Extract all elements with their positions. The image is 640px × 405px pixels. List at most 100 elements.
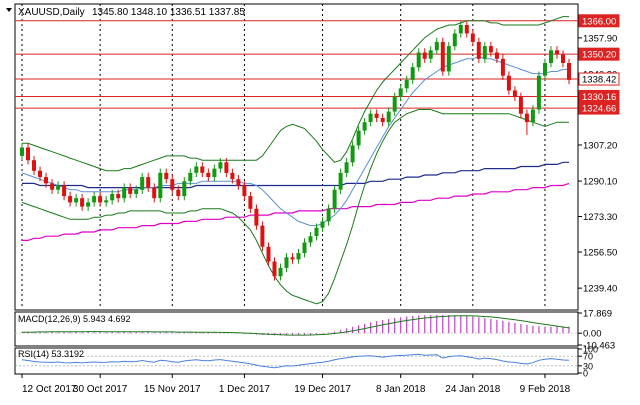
candle-body[interactable] (567, 63, 571, 80)
candle-body[interactable] (254, 208, 259, 226)
candle[interactable] (320, 217, 325, 232)
candle-body[interactable] (272, 261, 277, 277)
candle[interactable] (374, 109, 379, 123)
candle[interactable] (158, 168, 163, 203)
candle[interactable] (188, 168, 193, 186)
candle-body[interactable] (74, 198, 79, 203)
candle-body[interactable] (380, 117, 385, 123)
candle-body[interactable] (314, 227, 319, 237)
candle-body[interactable] (68, 196, 73, 203)
candle-body[interactable] (488, 46, 493, 53)
candle[interactable] (284, 253, 289, 273)
candle[interactable] (344, 158, 349, 178)
candle[interactable] (164, 168, 169, 184)
candle[interactable] (104, 196, 109, 207)
candle[interactable] (230, 168, 235, 184)
candle[interactable] (500, 54, 505, 80)
candle-body[interactable] (374, 113, 379, 118)
candle[interactable] (404, 75, 409, 93)
candle[interactable] (362, 117, 367, 135)
candle-body[interactable] (122, 187, 127, 199)
candle-body[interactable] (44, 177, 48, 184)
candle[interactable] (356, 126, 361, 150)
candle-body[interactable] (464, 25, 469, 34)
candle[interactable] (92, 191, 97, 207)
candle-body[interactable] (386, 111, 391, 123)
candle[interactable] (62, 181, 67, 201)
candle[interactable] (368, 109, 373, 127)
candle-body[interactable] (38, 170, 42, 177)
candle-body[interactable] (332, 189, 337, 209)
candle-body[interactable] (158, 172, 163, 199)
candle-body[interactable] (284, 257, 289, 268)
candle[interactable] (428, 46, 433, 64)
candle[interactable] (549, 46, 553, 68)
candle[interactable] (86, 198, 91, 211)
candle-body[interactable] (218, 162, 223, 169)
candle[interactable] (32, 155, 36, 175)
candle[interactable] (44, 172, 48, 188)
candle-body[interactable] (188, 172, 193, 182)
candle-body[interactable] (549, 50, 553, 63)
candle-body[interactable] (236, 179, 241, 186)
candle-body[interactable] (242, 185, 247, 197)
candle-body[interactable] (440, 41, 445, 72)
candle-body[interactable] (543, 63, 547, 76)
candle[interactable] (561, 50, 565, 68)
candle[interactable] (272, 257, 277, 281)
candle[interactable] (302, 238, 307, 258)
candle[interactable] (152, 183, 157, 203)
candle-body[interactable] (62, 185, 67, 197)
candle-body[interactable] (146, 177, 151, 188)
candle-body[interactable] (512, 90, 517, 97)
candle[interactable] (266, 242, 271, 266)
candle[interactable] (488, 41, 493, 57)
candle-body[interactable] (86, 202, 91, 207)
candle-body[interactable] (500, 58, 505, 76)
candle-body[interactable] (200, 166, 205, 173)
candle[interactable] (392, 92, 397, 116)
candle-body[interactable] (290, 257, 295, 260)
candle[interactable] (242, 181, 247, 201)
candle[interactable] (512, 86, 517, 102)
candle[interactable] (206, 168, 211, 182)
candle-body[interactable] (230, 172, 235, 180)
candle-body[interactable] (104, 200, 109, 203)
candle[interactable] (524, 109, 529, 135)
candle-body[interactable] (470, 33, 475, 42)
candle[interactable] (56, 181, 61, 194)
candle-body[interactable] (266, 246, 271, 262)
candle-body[interactable] (446, 46, 451, 72)
candle[interactable] (410, 63, 415, 85)
candle-body[interactable] (482, 46, 487, 59)
candle-body[interactable] (152, 187, 157, 199)
candle-body[interactable] (164, 172, 169, 180)
candle[interactable] (50, 179, 55, 194)
candle-body[interactable] (50, 183, 55, 190)
candle[interactable] (416, 48, 421, 72)
candle[interactable] (518, 92, 523, 118)
candle[interactable] (122, 183, 127, 203)
candle-body[interactable] (212, 168, 217, 177)
candle[interactable] (212, 164, 217, 182)
candle-body[interactable] (308, 236, 313, 243)
candle[interactable] (248, 191, 253, 213)
candle[interactable] (350, 141, 355, 167)
candle-body[interactable] (452, 33, 457, 47)
candle[interactable] (176, 185, 181, 201)
candle[interactable] (38, 166, 42, 182)
candle-body[interactable] (338, 172, 343, 190)
candle[interactable] (110, 189, 115, 205)
candle-body[interactable] (170, 179, 175, 190)
candle-body[interactable] (344, 162, 349, 173)
candle[interactable] (530, 105, 535, 127)
candle-body[interactable] (434, 41, 439, 51)
candle[interactable] (452, 29, 457, 51)
candle[interactable] (326, 204, 331, 226)
candle[interactable] (194, 162, 199, 178)
candle-body[interactable] (302, 242, 307, 254)
candle-body[interactable] (422, 52, 427, 59)
candle[interactable] (116, 189, 121, 203)
candle-body[interactable] (428, 50, 433, 59)
